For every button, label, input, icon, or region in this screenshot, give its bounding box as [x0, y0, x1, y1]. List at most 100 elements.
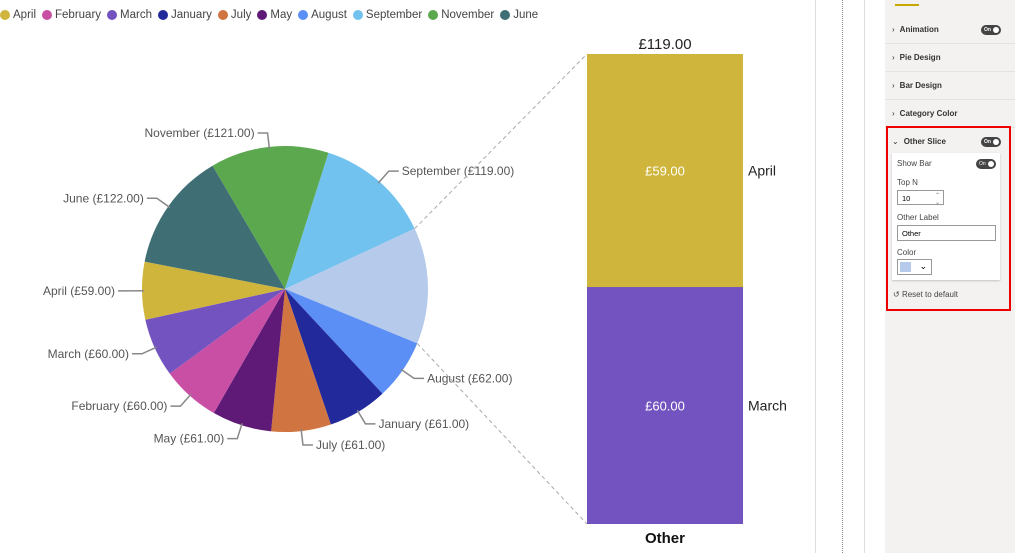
color-picker[interactable]: ⌄: [897, 259, 932, 275]
top-n-value: 10: [902, 194, 911, 203]
other-slice-toggle[interactable]: On: [981, 136, 1001, 147]
legend-dot: [428, 10, 439, 20]
section-pie-design[interactable]: › Pie Design: [885, 44, 1015, 72]
legend-item[interactable]: January: [158, 9, 212, 21]
pie-slice-other[interactable]: [285, 228, 429, 344]
pie-slice-may[interactable]: [213, 289, 285, 432]
slice-label: July (£61.00): [316, 438, 385, 452]
slice-label: September (£119.00): [402, 164, 515, 178]
divider: [815, 0, 816, 553]
reset-button[interactable]: ↺ Reset to default: [893, 290, 958, 299]
pie-slice-july[interactable]: [271, 289, 331, 433]
color-label: Color: [897, 248, 917, 257]
pie-slice-august[interactable]: [285, 289, 418, 394]
color-swatch: [900, 262, 911, 272]
legend-label: August: [311, 9, 347, 21]
slice-label: April (£59.00): [43, 284, 115, 298]
legend-label: June: [513, 9, 539, 21]
legend-dot: [42, 10, 53, 20]
legend-label: March: [120, 9, 152, 21]
section-label: Pie Design: [899, 53, 941, 62]
legend-item[interactable]: May: [257, 9, 292, 21]
pie-slice-march[interactable]: [145, 289, 285, 374]
connector-line: [414, 53, 588, 230]
slice-label: March (£60.00): [48, 347, 129, 361]
leader-line: [400, 368, 425, 380]
legend-dot: [257, 10, 268, 20]
section-other-slice[interactable]: ⌄ Other Slice On: [885, 128, 1015, 155]
slice-label: November (£121.00): [145, 126, 255, 140]
legend-label: September: [365, 9, 423, 21]
legend-dot: [500, 10, 511, 20]
bar-value-label: £59.00: [645, 164, 685, 179]
section-label: Other Slice: [903, 137, 946, 146]
divider: [842, 0, 843, 553]
bar-total-label: £119.00: [638, 36, 691, 53]
legend-label: January: [171, 9, 212, 21]
bar-title: Other: [645, 530, 685, 547]
slice-label: February (£60.00): [71, 399, 167, 413]
animation-toggle[interactable]: On: [981, 24, 1001, 35]
bar-value-label: £60.00: [645, 399, 685, 414]
legend-item[interactable]: July: [217, 9, 252, 21]
show-bar-toggle[interactable]: On: [976, 159, 996, 169]
pie-chart: September (£119.00) August (£62.00) Januar…: [43, 36, 787, 547]
legend-dot: [298, 10, 309, 20]
leader-line: [146, 197, 171, 209]
chevron-down-icon: ⌄: [892, 137, 899, 146]
legend-item[interactable]: February: [42, 9, 101, 21]
slice-label: June (£122.00): [63, 191, 144, 205]
reset-label: Reset to default: [901, 290, 958, 299]
bar-segment-march[interactable]: [587, 287, 743, 524]
slice-label: May (£61.00): [154, 432, 225, 446]
other-slice-card: Show Bar On Top N 10 ⌃ ⌄ Other Label Other…: [892, 153, 1000, 280]
bar-category-label: March: [748, 398, 787, 414]
pie-slice-november[interactable]: [212, 145, 329, 289]
top-n-input[interactable]: 10 ⌃ ⌄: [897, 190, 944, 206]
pie-slice-february[interactable]: [169, 289, 285, 414]
legend-label: November: [441, 9, 495, 21]
other-label-input[interactable]: Other: [897, 225, 996, 241]
highlight-box: [886, 126, 1011, 311]
pie-slice-june[interactable]: [144, 165, 285, 289]
bar-segment-april[interactable]: [587, 54, 743, 288]
pie-slice-january[interactable]: [285, 289, 383, 425]
leader-line: [356, 409, 376, 425]
legend-dot: [158, 10, 168, 20]
leader-line: [377, 170, 399, 184]
pie-slice-april[interactable]: [142, 261, 285, 320]
legend-dot: [0, 10, 10, 20]
legend-item[interactable]: April: [0, 9, 36, 21]
legend-item[interactable]: September: [352, 9, 423, 21]
legend-item[interactable]: March: [107, 9, 152, 21]
legend-label: April: [13, 9, 37, 21]
chevron-right-icon: ›: [892, 81, 895, 90]
leader-line: [170, 393, 192, 407]
slice-label: January (£61.00): [378, 417, 469, 431]
divider: [864, 0, 865, 553]
legend-label: May: [270, 9, 293, 21]
leader-line: [227, 423, 243, 440]
legend-item[interactable]: August: [298, 9, 347, 21]
legend-item[interactable]: November: [428, 9, 494, 21]
legend-label: February: [55, 9, 102, 21]
section-animation[interactable]: › Animation On: [885, 16, 1015, 44]
bar-category-label: April: [748, 163, 776, 179]
stepper-icon[interactable]: ⌃ ⌄: [934, 193, 940, 206]
slice-label: August (£62.00): [427, 371, 512, 385]
chevron-right-icon: ›: [892, 25, 895, 34]
legend-item[interactable]: June: [500, 9, 538, 21]
section-category-color[interactable]: › Category Color: [885, 100, 1015, 128]
leader-line: [131, 346, 157, 355]
leader-line: [300, 428, 313, 446]
legend-label: July: [230, 9, 252, 21]
pie-slice-september[interactable]: [285, 152, 415, 289]
section-label: Animation: [899, 25, 939, 34]
legend: April February March January July May August Se…: [0, 9, 538, 21]
section-label: Bar Design: [899, 81, 942, 90]
section-bar-design[interactable]: › Bar Design: [885, 72, 1015, 100]
top-n-label: Top N: [897, 178, 918, 187]
reset-icon: ↺: [893, 290, 900, 299]
connector-line: [416, 343, 588, 525]
leader-line: [257, 132, 271, 149]
